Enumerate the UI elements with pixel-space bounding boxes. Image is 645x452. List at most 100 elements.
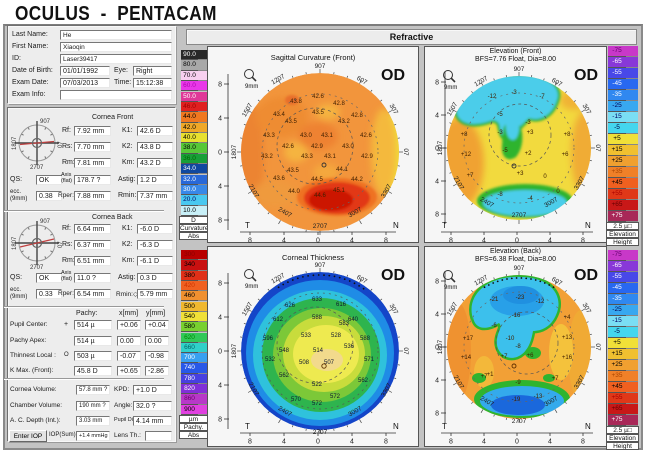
svg-text:43.1: 43.1 xyxy=(321,133,333,139)
svg-text:-9: -9 xyxy=(515,380,521,386)
svg-text:+14: +14 xyxy=(461,355,472,361)
svg-text:1807: 1807 xyxy=(231,144,238,159)
svg-text:44.2: 44.2 xyxy=(351,177,363,183)
svg-text:42.9: 42.9 xyxy=(361,154,373,160)
svg-text:8: 8 xyxy=(218,82,222,89)
svg-text:8: 8 xyxy=(248,439,252,446)
svg-text:07: 07 xyxy=(402,148,409,156)
svg-text:4: 4 xyxy=(218,184,222,191)
svg-text:633: 633 xyxy=(312,297,323,303)
svg-text:N: N xyxy=(393,422,399,431)
svg-text:T: T xyxy=(442,221,447,230)
svg-text:640: 640 xyxy=(348,317,359,323)
svg-text:4: 4 xyxy=(435,312,439,319)
svg-text:907: 907 xyxy=(514,265,525,272)
svg-text:44.0: 44.0 xyxy=(288,189,300,195)
svg-text:07: 07 xyxy=(58,241,64,248)
svg-text:8: 8 xyxy=(218,281,222,288)
svg-text:-3: -3 xyxy=(511,90,517,96)
svg-text:4: 4 xyxy=(548,238,552,244)
svg-text:8: 8 xyxy=(384,439,388,446)
svg-text:07: 07 xyxy=(594,343,601,351)
svg-text:2707: 2707 xyxy=(313,429,328,436)
svg-text:+4: +4 xyxy=(564,315,572,321)
svg-text:43.0: 43.0 xyxy=(342,144,354,150)
svg-text:532: 532 xyxy=(265,357,276,363)
svg-text:528: 528 xyxy=(331,333,342,339)
svg-text:44.1: 44.1 xyxy=(336,167,348,173)
svg-text:T: T xyxy=(245,422,250,431)
svg-text:0: 0 xyxy=(316,238,320,244)
svg-text:8: 8 xyxy=(449,238,453,244)
svg-text:307: 307 xyxy=(581,302,593,315)
svg-text:1807: 1807 xyxy=(437,339,444,354)
svg-text:-10: -10 xyxy=(506,336,515,342)
svg-text:2707: 2707 xyxy=(30,165,44,171)
svg-text:4: 4 xyxy=(218,116,222,123)
svg-text:1807: 1807 xyxy=(231,343,238,358)
svg-text:588: 588 xyxy=(360,336,371,342)
svg-text:8: 8 xyxy=(384,238,388,244)
svg-text:43.3: 43.3 xyxy=(301,154,313,160)
svg-text:4: 4 xyxy=(548,439,552,446)
svg-text:43.6: 43.6 xyxy=(273,176,285,182)
svg-text:-5: -5 xyxy=(502,148,508,154)
svg-text:8: 8 xyxy=(449,439,453,446)
svg-text:307: 307 xyxy=(581,103,593,116)
svg-text:307: 307 xyxy=(388,103,400,116)
svg-text:8: 8 xyxy=(581,238,585,244)
svg-text:+7: +7 xyxy=(467,173,475,179)
svg-text:-12: -12 xyxy=(488,94,497,100)
svg-text:43.2: 43.2 xyxy=(261,154,273,160)
svg-text:522: 522 xyxy=(312,382,323,388)
svg-text:42.9: 42.9 xyxy=(311,144,323,150)
svg-text:616: 616 xyxy=(336,302,347,308)
svg-text:4: 4 xyxy=(482,439,486,446)
svg-text:43.0: 43.0 xyxy=(300,133,312,139)
svg-text:07: 07 xyxy=(58,141,64,148)
svg-text:607: 607 xyxy=(355,75,368,87)
svg-text:548: 548 xyxy=(279,348,290,354)
svg-text:44.6: 44.6 xyxy=(314,193,326,199)
svg-text:+3: +3 xyxy=(527,130,535,136)
svg-text:43.4: 43.4 xyxy=(273,112,285,118)
svg-text:8: 8 xyxy=(435,279,439,286)
svg-text:8: 8 xyxy=(435,411,439,418)
svg-text:T: T xyxy=(442,422,447,431)
svg-text:4: 4 xyxy=(435,113,439,120)
svg-text:-12: -12 xyxy=(536,299,545,305)
svg-text:596: 596 xyxy=(263,336,274,342)
svg-text:607: 607 xyxy=(550,276,563,288)
svg-text:43.5: 43.5 xyxy=(312,110,324,116)
svg-text:626: 626 xyxy=(285,303,296,309)
svg-text:N: N xyxy=(585,422,591,431)
svg-text:307: 307 xyxy=(388,303,400,316)
svg-text:44.5: 44.5 xyxy=(311,177,323,183)
svg-text:0: 0 xyxy=(556,189,560,195)
svg-text:562: 562 xyxy=(279,373,290,379)
svg-text:4: 4 xyxy=(350,238,354,244)
svg-text:8: 8 xyxy=(581,439,585,446)
svg-text:4: 4 xyxy=(218,383,222,390)
svg-text:+7: +7 xyxy=(501,354,509,360)
svg-text:9mm: 9mm xyxy=(245,84,258,90)
svg-text:9mm: 9mm xyxy=(444,85,457,91)
svg-text:2707: 2707 xyxy=(30,265,44,271)
svg-text:-7: -7 xyxy=(539,94,545,100)
svg-text:0: 0 xyxy=(515,238,519,244)
svg-text:0: 0 xyxy=(316,439,320,446)
svg-text:42.6: 42.6 xyxy=(312,94,324,100)
svg-text:1807: 1807 xyxy=(12,136,18,150)
svg-text:+16: +16 xyxy=(562,355,573,361)
svg-text:N: N xyxy=(585,221,591,230)
svg-text:42.6: 42.6 xyxy=(360,133,372,139)
svg-text:+7: +7 xyxy=(481,374,489,380)
svg-text:43.5: 43.5 xyxy=(287,168,299,174)
svg-text:8: 8 xyxy=(248,238,252,244)
svg-text:508: 508 xyxy=(299,360,310,366)
svg-text:-3: -3 xyxy=(497,130,503,136)
svg-text:T: T xyxy=(245,221,250,230)
svg-text:0: 0 xyxy=(515,439,519,446)
svg-text:-8: -8 xyxy=(515,344,521,350)
svg-text:+12: +12 xyxy=(461,152,472,158)
